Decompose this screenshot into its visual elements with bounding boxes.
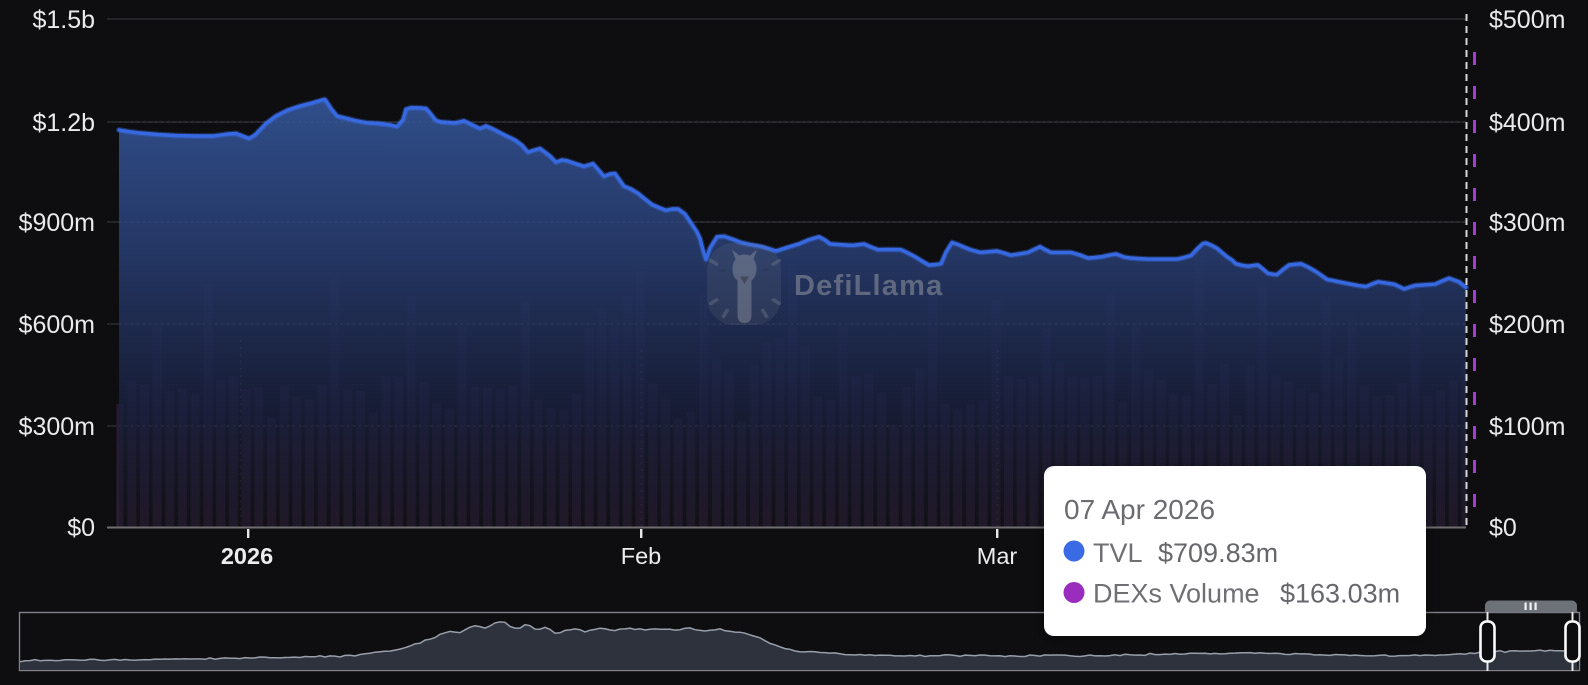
svg-text:$1.2b: $1.2b xyxy=(32,109,95,137)
svg-text:$300m: $300m xyxy=(19,413,95,441)
svg-text:$200m: $200m xyxy=(1489,311,1565,339)
svg-text:$600m: $600m xyxy=(19,311,95,339)
svg-text:2026: 2026 xyxy=(221,543,273,569)
svg-text:DEXs Volume: DEXs Volume xyxy=(1093,579,1260,609)
svg-text:$300m: $300m xyxy=(1489,209,1565,237)
svg-text:$709.83m: $709.83m xyxy=(1158,538,1278,568)
svg-text:Feb: Feb xyxy=(621,543,662,569)
svg-text:07 Apr 2026: 07 Apr 2026 xyxy=(1064,494,1215,525)
svg-text:$100m: $100m xyxy=(1489,413,1565,441)
svg-text:Mar: Mar xyxy=(977,543,1018,569)
svg-text:$0: $0 xyxy=(67,514,95,542)
svg-text:TVL: TVL xyxy=(1093,538,1143,568)
svg-text:$1.5b: $1.5b xyxy=(32,6,95,34)
svg-text:$163.03m: $163.03m xyxy=(1280,579,1400,609)
svg-text:$400m: $400m xyxy=(1489,109,1565,137)
svg-text:$0: $0 xyxy=(1489,514,1517,542)
svg-text:$900m: $900m xyxy=(19,209,95,237)
svg-text:$500m: $500m xyxy=(1489,6,1565,34)
